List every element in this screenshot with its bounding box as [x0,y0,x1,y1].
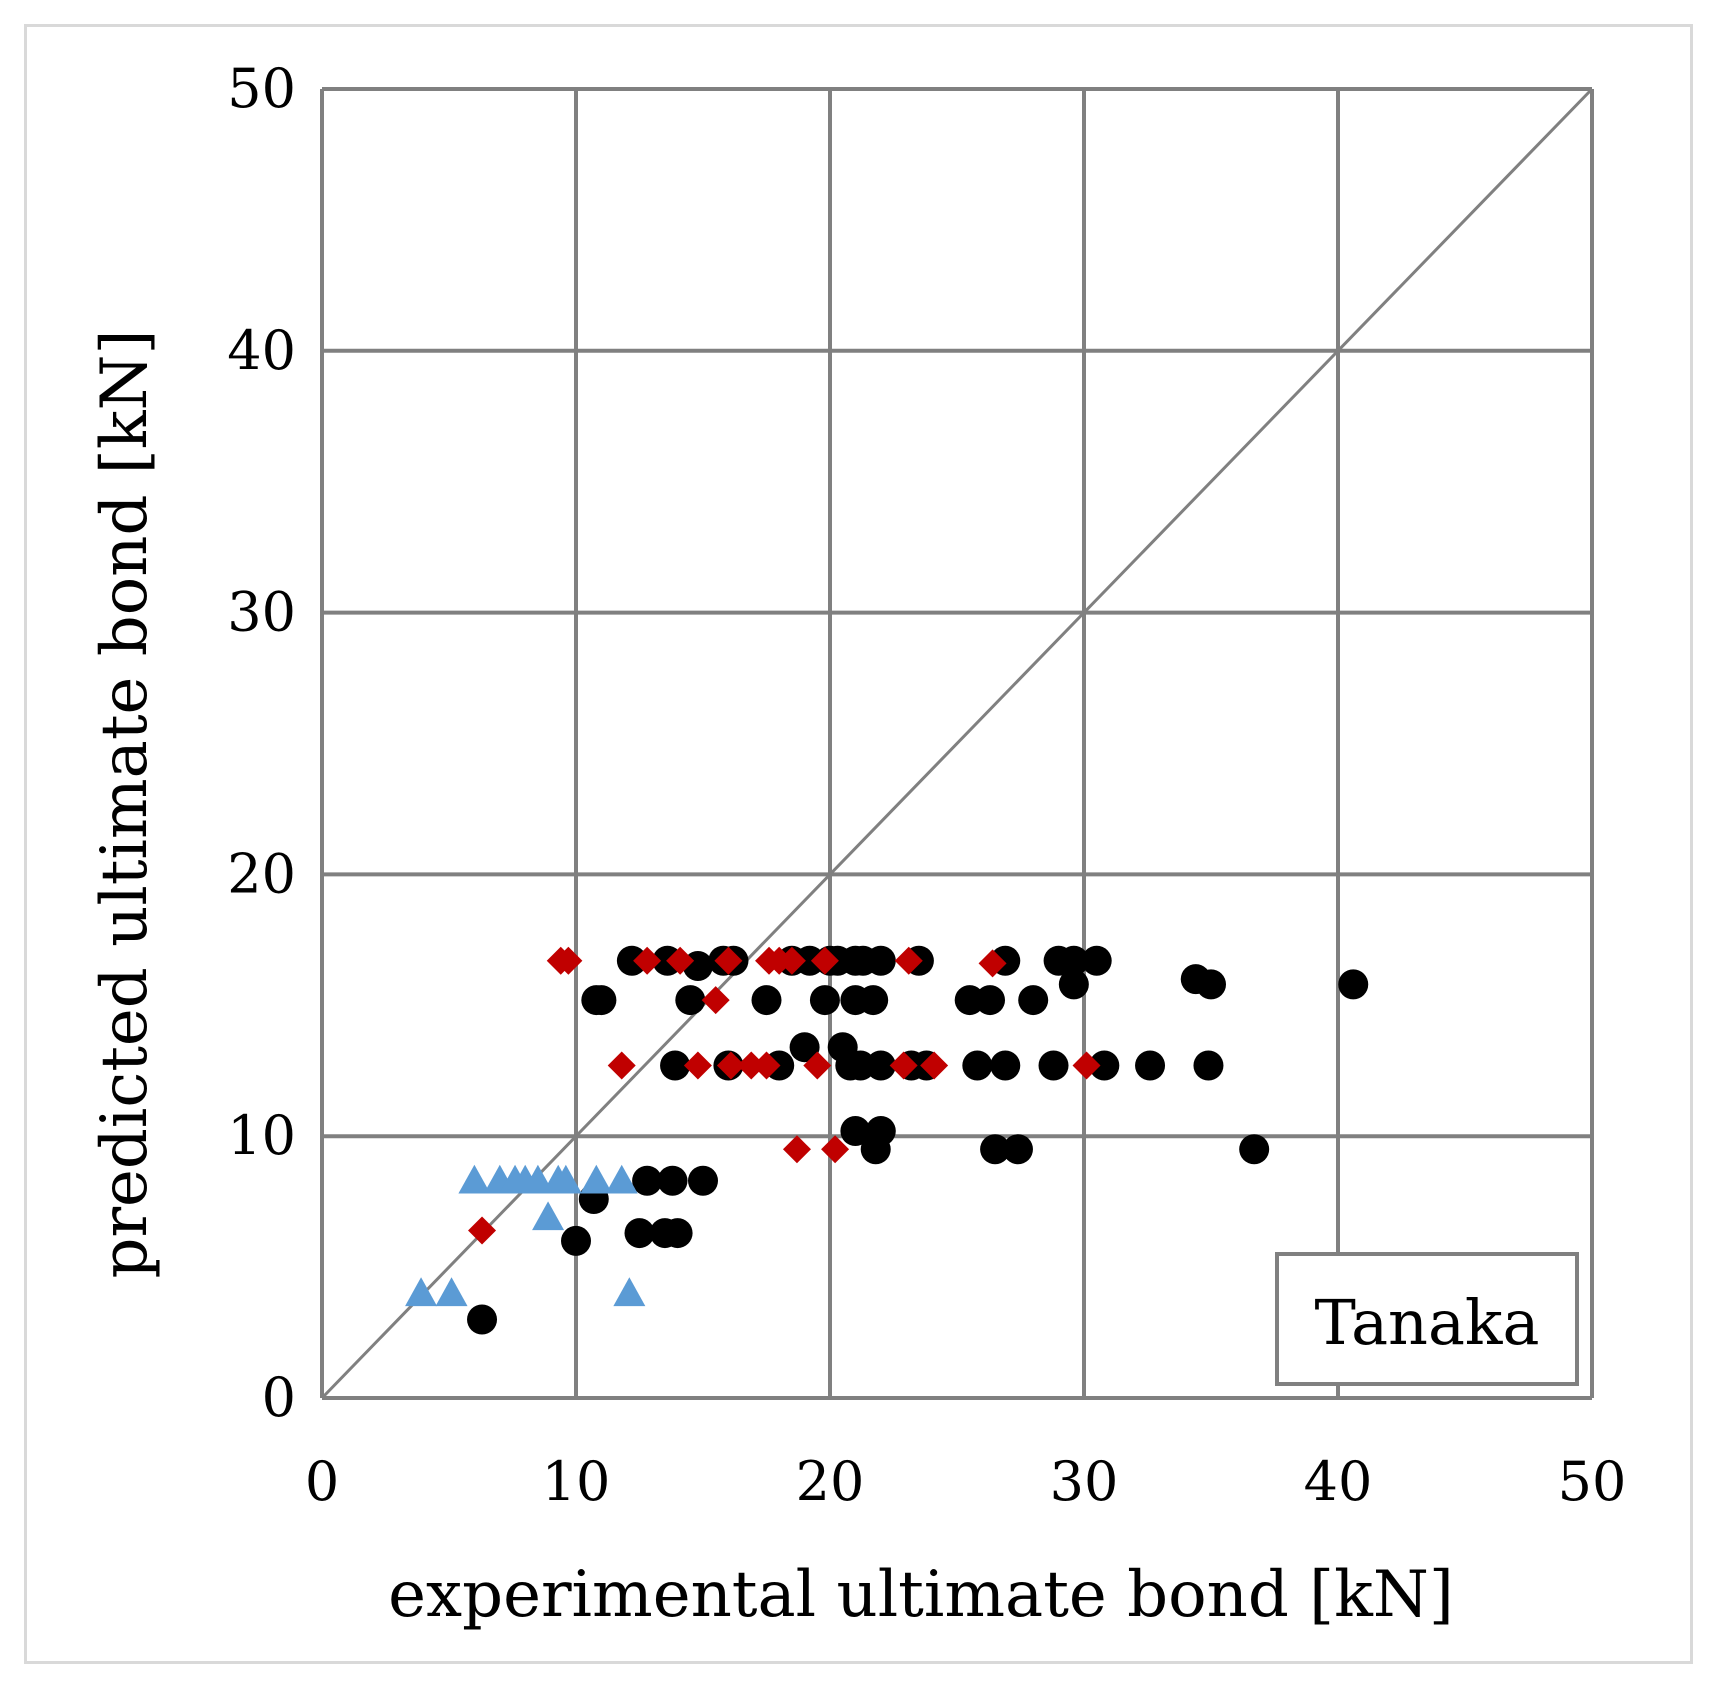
circle-point [975,985,1006,1016]
triangle-point [549,1164,582,1194]
reference-diagonal-line [320,87,1594,1400]
circle-point [660,1050,691,1081]
diamond-point [701,986,730,1015]
circle-point [1058,969,1089,1000]
circle-point [858,985,889,1016]
triangle-point [435,1277,468,1307]
diamond-point [889,1051,918,1080]
y-tick-label: 20 [227,842,296,905]
circle-point [1018,985,1049,1016]
y-tick-label: 30 [227,581,296,644]
diamond-point [737,1051,766,1080]
x-axis-label: experimental ultimate bond [kN] [388,1558,1454,1632]
diamond-point [821,1135,850,1164]
triangle-point [605,1164,638,1194]
tick-labels: 0 10 20 30 40 50 0 10 20 30 40 50 [227,57,1626,1513]
circle-point [980,1134,1011,1165]
diamond-point [633,946,662,975]
x-tick-label: 20 [796,1450,865,1513]
triangle-point [613,1277,646,1307]
circle-point [688,1165,718,1196]
x-tick-label: 40 [1304,1450,1373,1513]
diamond-point [894,946,923,975]
circle-point [1196,969,1226,1000]
y-tick-label: 40 [227,319,296,382]
circle-point [467,1304,498,1335]
annotation-box: Tanaka [1275,1252,1579,1386]
triangle-point [532,1201,565,1231]
diamond-point [810,946,839,975]
diamond-point [752,1051,781,1080]
circle-point [860,1134,891,1165]
diamond-point [803,1051,832,1080]
circle-point [1081,945,1112,976]
triangle-point [580,1164,613,1194]
data-points [405,945,1369,1335]
circle-point [561,1225,591,1256]
x-tick-label: 30 [1050,1450,1119,1513]
circle-point [1038,1050,1069,1081]
x-tick-label: 50 [1558,1450,1627,1513]
diamond-point [554,946,583,975]
circle-point [657,1165,688,1196]
circle-point [809,985,840,1016]
circle-point [865,1050,896,1081]
diamond-point [716,1051,745,1080]
circle-point [675,985,706,1016]
circle-point [1338,969,1369,1000]
circle-point [1135,1050,1166,1081]
y-tick-label: 10 [227,1104,296,1167]
circle-point [990,1050,1021,1081]
y-tick-label: 50 [227,57,296,120]
diamond-point [666,946,695,975]
diamond-point [978,949,1007,978]
circle-point [865,945,896,976]
grid [320,87,1594,1400]
circle-point [624,1218,655,1249]
circle-point [840,1115,871,1146]
diamond-point [468,1216,497,1245]
circle-point [1089,1050,1120,1081]
triangle-point [458,1164,491,1194]
circle-point [1239,1134,1270,1165]
diamond-point [920,1051,949,1080]
circle-point [962,1050,993,1081]
circle-point [1002,1134,1033,1165]
diamond-point [714,946,743,975]
annotation-label: Tanaka [1315,1286,1540,1359]
triangle-point [405,1277,438,1307]
y-tick-label: 0 [262,1366,296,1429]
circle-point [616,945,647,976]
circle-point [1058,945,1089,976]
diamond-point [777,946,806,975]
circle-point [581,985,612,1016]
x-tick-label: 0 [305,1450,339,1513]
circle-point [751,985,782,1016]
diamond-point [1072,1051,1101,1080]
circle-point [662,1218,693,1249]
y-axis-label: predicted ultimate bond [kN] [88,329,162,1278]
triangle-point [521,1164,554,1194]
diamond-point [683,1051,712,1080]
circle-point [1193,1050,1224,1081]
x-tick-label: 10 [542,1450,611,1513]
diamond-point [782,1135,811,1164]
circle-point [789,1032,820,1063]
diamond-point [607,1051,636,1080]
circle-point [632,1165,663,1196]
